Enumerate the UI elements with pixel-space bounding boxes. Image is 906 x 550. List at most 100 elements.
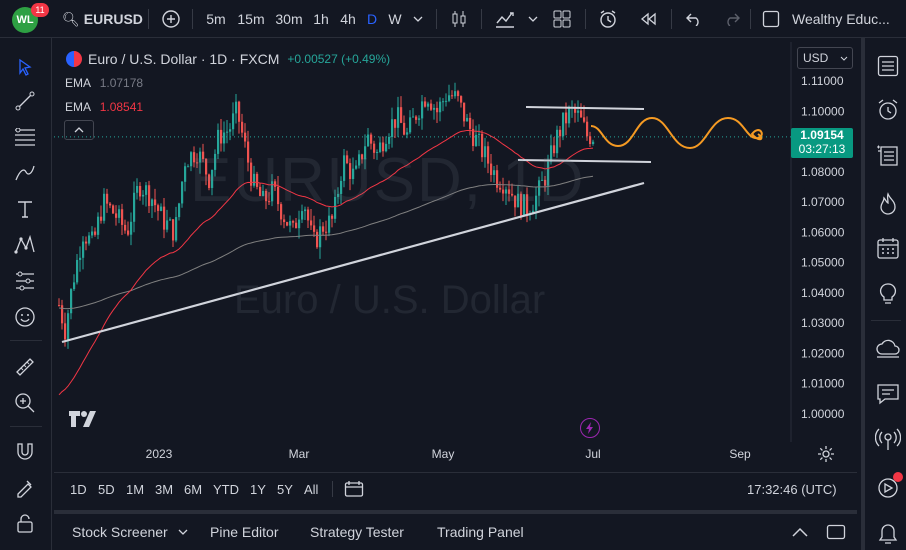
candle-body [142,194,145,197]
chevron-up-icon[interactable] [792,514,808,550]
pattern-icon[interactable] [10,232,40,258]
emoji-icon[interactable] [10,304,40,330]
range-all[interactable]: All [304,481,319,497]
candle-body [220,129,223,144]
candle-body [280,204,283,220]
fullscreen-checkbox-icon[interactable] [760,0,782,38]
candle-body [112,205,115,214]
streams-cloud-icon[interactable] [873,334,903,362]
candle-body [238,101,241,122]
lightning-event-icon[interactable] [580,418,600,438]
range-1m[interactable]: 1M [126,481,145,497]
tab-strategy-tester[interactable]: Strategy Tester [310,524,404,540]
fib-retracement-icon[interactable] [10,124,40,150]
candles-icon[interactable] [447,0,471,38]
price-chart[interactable]: 1.110001.100001.090001.080001.070001.060… [54,42,857,469]
candle-body [127,230,130,235]
range-6m[interactable]: 6M [184,481,203,497]
ideas-lightbulb-icon[interactable] [873,280,903,308]
drawing-toolbar [0,38,52,550]
legend-collapse-button[interactable] [64,120,94,140]
range-5d[interactable]: 5D [98,481,115,497]
draw-lock-icon[interactable] [10,474,40,500]
range-3m[interactable]: 3M [155,481,174,497]
candle-body [79,257,82,260]
zoom-in-icon[interactable] [10,390,40,416]
symbol-search[interactable]: 🔍︎ EURUSD [62,0,143,38]
chevron-down-icon[interactable] [410,0,426,38]
candle-body [166,220,169,230]
tab-stock-screener[interactable]: Stock Screener [72,514,188,550]
candle-body [244,132,247,142]
candle-body [469,117,472,129]
data-window-icon[interactable] [873,142,903,170]
layout-grid-icon[interactable] [550,0,574,38]
candle-body [394,119,397,128]
candle-body [121,209,124,225]
chats-icon[interactable] [873,380,903,408]
right-sidebar [861,38,906,550]
clock-utc[interactable]: 17:32:46 (UTC) [747,481,837,497]
tab-trading-panel[interactable]: Trading Panel [437,524,524,540]
range-1y[interactable]: 1Y [250,481,266,497]
interval-15m[interactable]: 15m [237,11,265,27]
candle-body [499,187,502,190]
range-5y[interactable]: 5Y [277,481,293,497]
candle-body [295,222,298,229]
alarm-clock-icon[interactable] [873,96,903,124]
candle-body [340,180,343,194]
range-1d[interactable]: 1D [70,481,87,497]
interval-1h[interactable]: 1h [313,11,329,27]
watchlist-icon[interactable] [873,52,903,80]
trendline-icon[interactable] [10,88,40,114]
candle-body [439,101,442,113]
tradingview-logo[interactable] [68,410,100,431]
candle-body [388,136,391,144]
interval-4h[interactable]: 4h [340,11,356,27]
bell-icon[interactable] [873,520,903,548]
maximize-panel-icon[interactable] [826,514,846,550]
chart-pane[interactable]: 1.110001.100001.090001.080001.070001.060… [54,42,857,469]
tab-pine-editor[interactable]: Pine Editor [210,524,279,540]
redo-icon[interactable] [720,0,744,38]
calendar-icon[interactable] [873,234,903,262]
candle-body [277,186,280,205]
candle-body [235,101,238,114]
magnet-icon[interactable] [10,438,40,464]
candle-body [487,146,490,164]
range-ytd[interactable]: YTD [213,481,239,497]
video-play-icon[interactable] [873,472,903,502]
candle-body [481,133,484,158]
broadcast-icon[interactable] [873,426,903,454]
replay-icon[interactable] [636,0,660,38]
gear-icon[interactable] [817,445,835,466]
indicators-icon[interactable] [492,0,518,38]
candle-body [70,289,73,314]
interval-30m[interactable]: 30m [275,11,303,27]
calendar-goto-icon[interactable] [344,473,364,505]
y-tick-label: 1.10000 [801,104,845,118]
candle-body [568,107,571,124]
text-tool-icon[interactable] [10,196,40,222]
brush-icon[interactable] [10,160,40,186]
ema-legend-2[interactable]: EMA 1.08541 [65,100,144,114]
chevron-down-icon[interactable] [525,0,541,38]
candle-body [379,142,382,152]
candle-body [232,113,235,130]
candle-body [538,180,541,196]
ruler-icon[interactable] [10,354,40,380]
currency-select[interactable]: USD [797,47,853,69]
interval-w[interactable]: W [388,11,402,27]
alert-icon[interactable] [596,0,620,38]
ema-legend-1[interactable]: EMA 1.07178 [65,76,144,90]
interval-5m[interactable]: 5m [206,11,226,27]
prediction-icon[interactable] [10,268,40,294]
candle-body [559,129,562,137]
undo-icon[interactable] [682,0,706,38]
lock-icon[interactable] [10,510,40,536]
compare-add-icon[interactable] [160,0,182,38]
cursor-icon[interactable] [10,54,40,80]
layout-name[interactable]: Wealthy Educ... [792,11,890,27]
interval-d[interactable]: D [366,11,378,27]
hotlists-flame-icon[interactable] [873,190,903,218]
